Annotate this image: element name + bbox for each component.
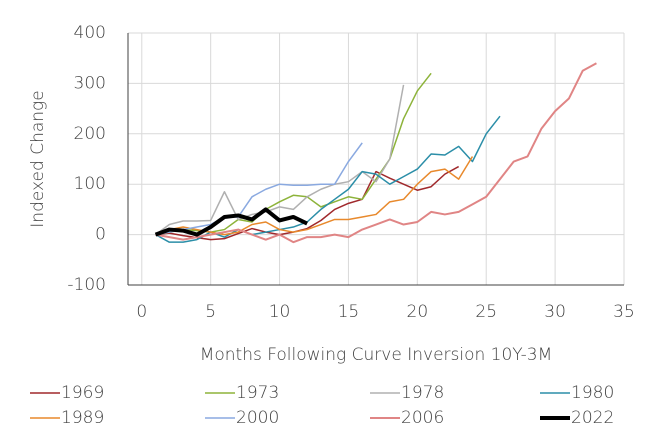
series-line [155,142,363,236]
x-tick-label: 20 [407,302,429,322]
x-tick-label: 30 [544,302,566,322]
legend-label: 1980 [571,383,614,403]
legend-label: 1969 [61,383,104,403]
y-tick-label: 200 [74,124,106,144]
y-axis-label: Indexed Change [28,90,48,227]
y-tick-label: 300 [74,73,106,93]
x-tick-label: 15 [338,302,360,322]
legend-label: 1978 [401,383,444,403]
legend-label: 2000 [236,408,279,428]
series-line [154,207,308,237]
y-tick-label: 400 [74,23,106,43]
series-line [155,115,501,243]
y-tick-label: 100 [74,174,106,194]
x-tick-label: 25 [475,302,497,322]
legend-label: 2022 [571,408,614,428]
x-axis-label: Months Following Curve Inversion 10Y-3M [200,345,553,365]
x-tick-label: 0 [136,302,147,322]
series-line [155,156,474,236]
legend-label: 1989 [61,408,104,428]
series-line [155,62,597,244]
series-line [155,165,460,241]
legend-label: 1973 [236,383,279,403]
y-tick-label: -100 [67,275,106,295]
x-tick-label: 5 [205,302,216,322]
y-tick-label: 0 [95,225,106,245]
legend-label: 2006 [401,408,444,428]
series-line [155,72,432,236]
x-tick-label: 10 [269,302,291,322]
x-tick-label: 35 [613,302,635,322]
